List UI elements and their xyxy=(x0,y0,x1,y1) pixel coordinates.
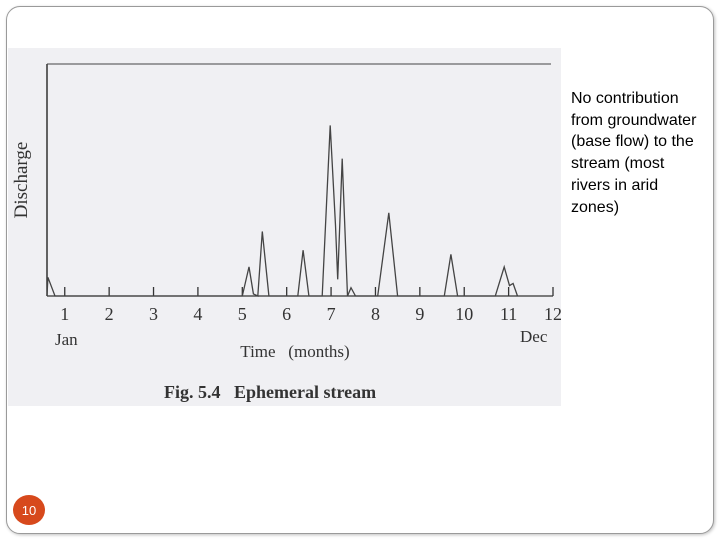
x-tick-label: 3 xyxy=(149,304,158,324)
x-tick-label: 5 xyxy=(238,304,247,324)
x-tick-label: 6 xyxy=(282,304,291,324)
ephemeral-stream-chart: 1 2 3 4 5 6 7 8 9 10 11 12 Discharge Jan Dec Time (… xyxy=(11,63,561,402)
y-axis-title: Discharge xyxy=(11,142,32,219)
x-start-label: Jan xyxy=(55,330,78,349)
discharge-series-line xyxy=(46,125,519,297)
x-tick-label: 10 xyxy=(455,304,473,324)
x-tick-label: 8 xyxy=(371,304,380,324)
page-number-badge: 10 xyxy=(13,495,45,525)
x-end-label: Dec xyxy=(520,327,548,346)
x-tick-label: 2 xyxy=(105,304,114,324)
x-tick-label: 4 xyxy=(193,304,202,324)
x-axis-title: Time (months) xyxy=(240,342,349,361)
chart-title: Fig. 5.4 Ephemeral stream xyxy=(164,382,376,402)
x-tick-label: 9 xyxy=(415,304,424,324)
x-tick-label: 1 xyxy=(60,304,69,324)
side-note: No contribution from groundwater (base f… xyxy=(571,90,697,216)
x-tick-label: 11 xyxy=(500,304,517,324)
x-tick-label: 12 xyxy=(544,304,561,324)
x-tick-label: 7 xyxy=(327,304,336,324)
figure-scan: 1 2 3 4 5 6 7 8 9 10 11 12 Discharge Jan Dec Time (… xyxy=(8,48,561,406)
